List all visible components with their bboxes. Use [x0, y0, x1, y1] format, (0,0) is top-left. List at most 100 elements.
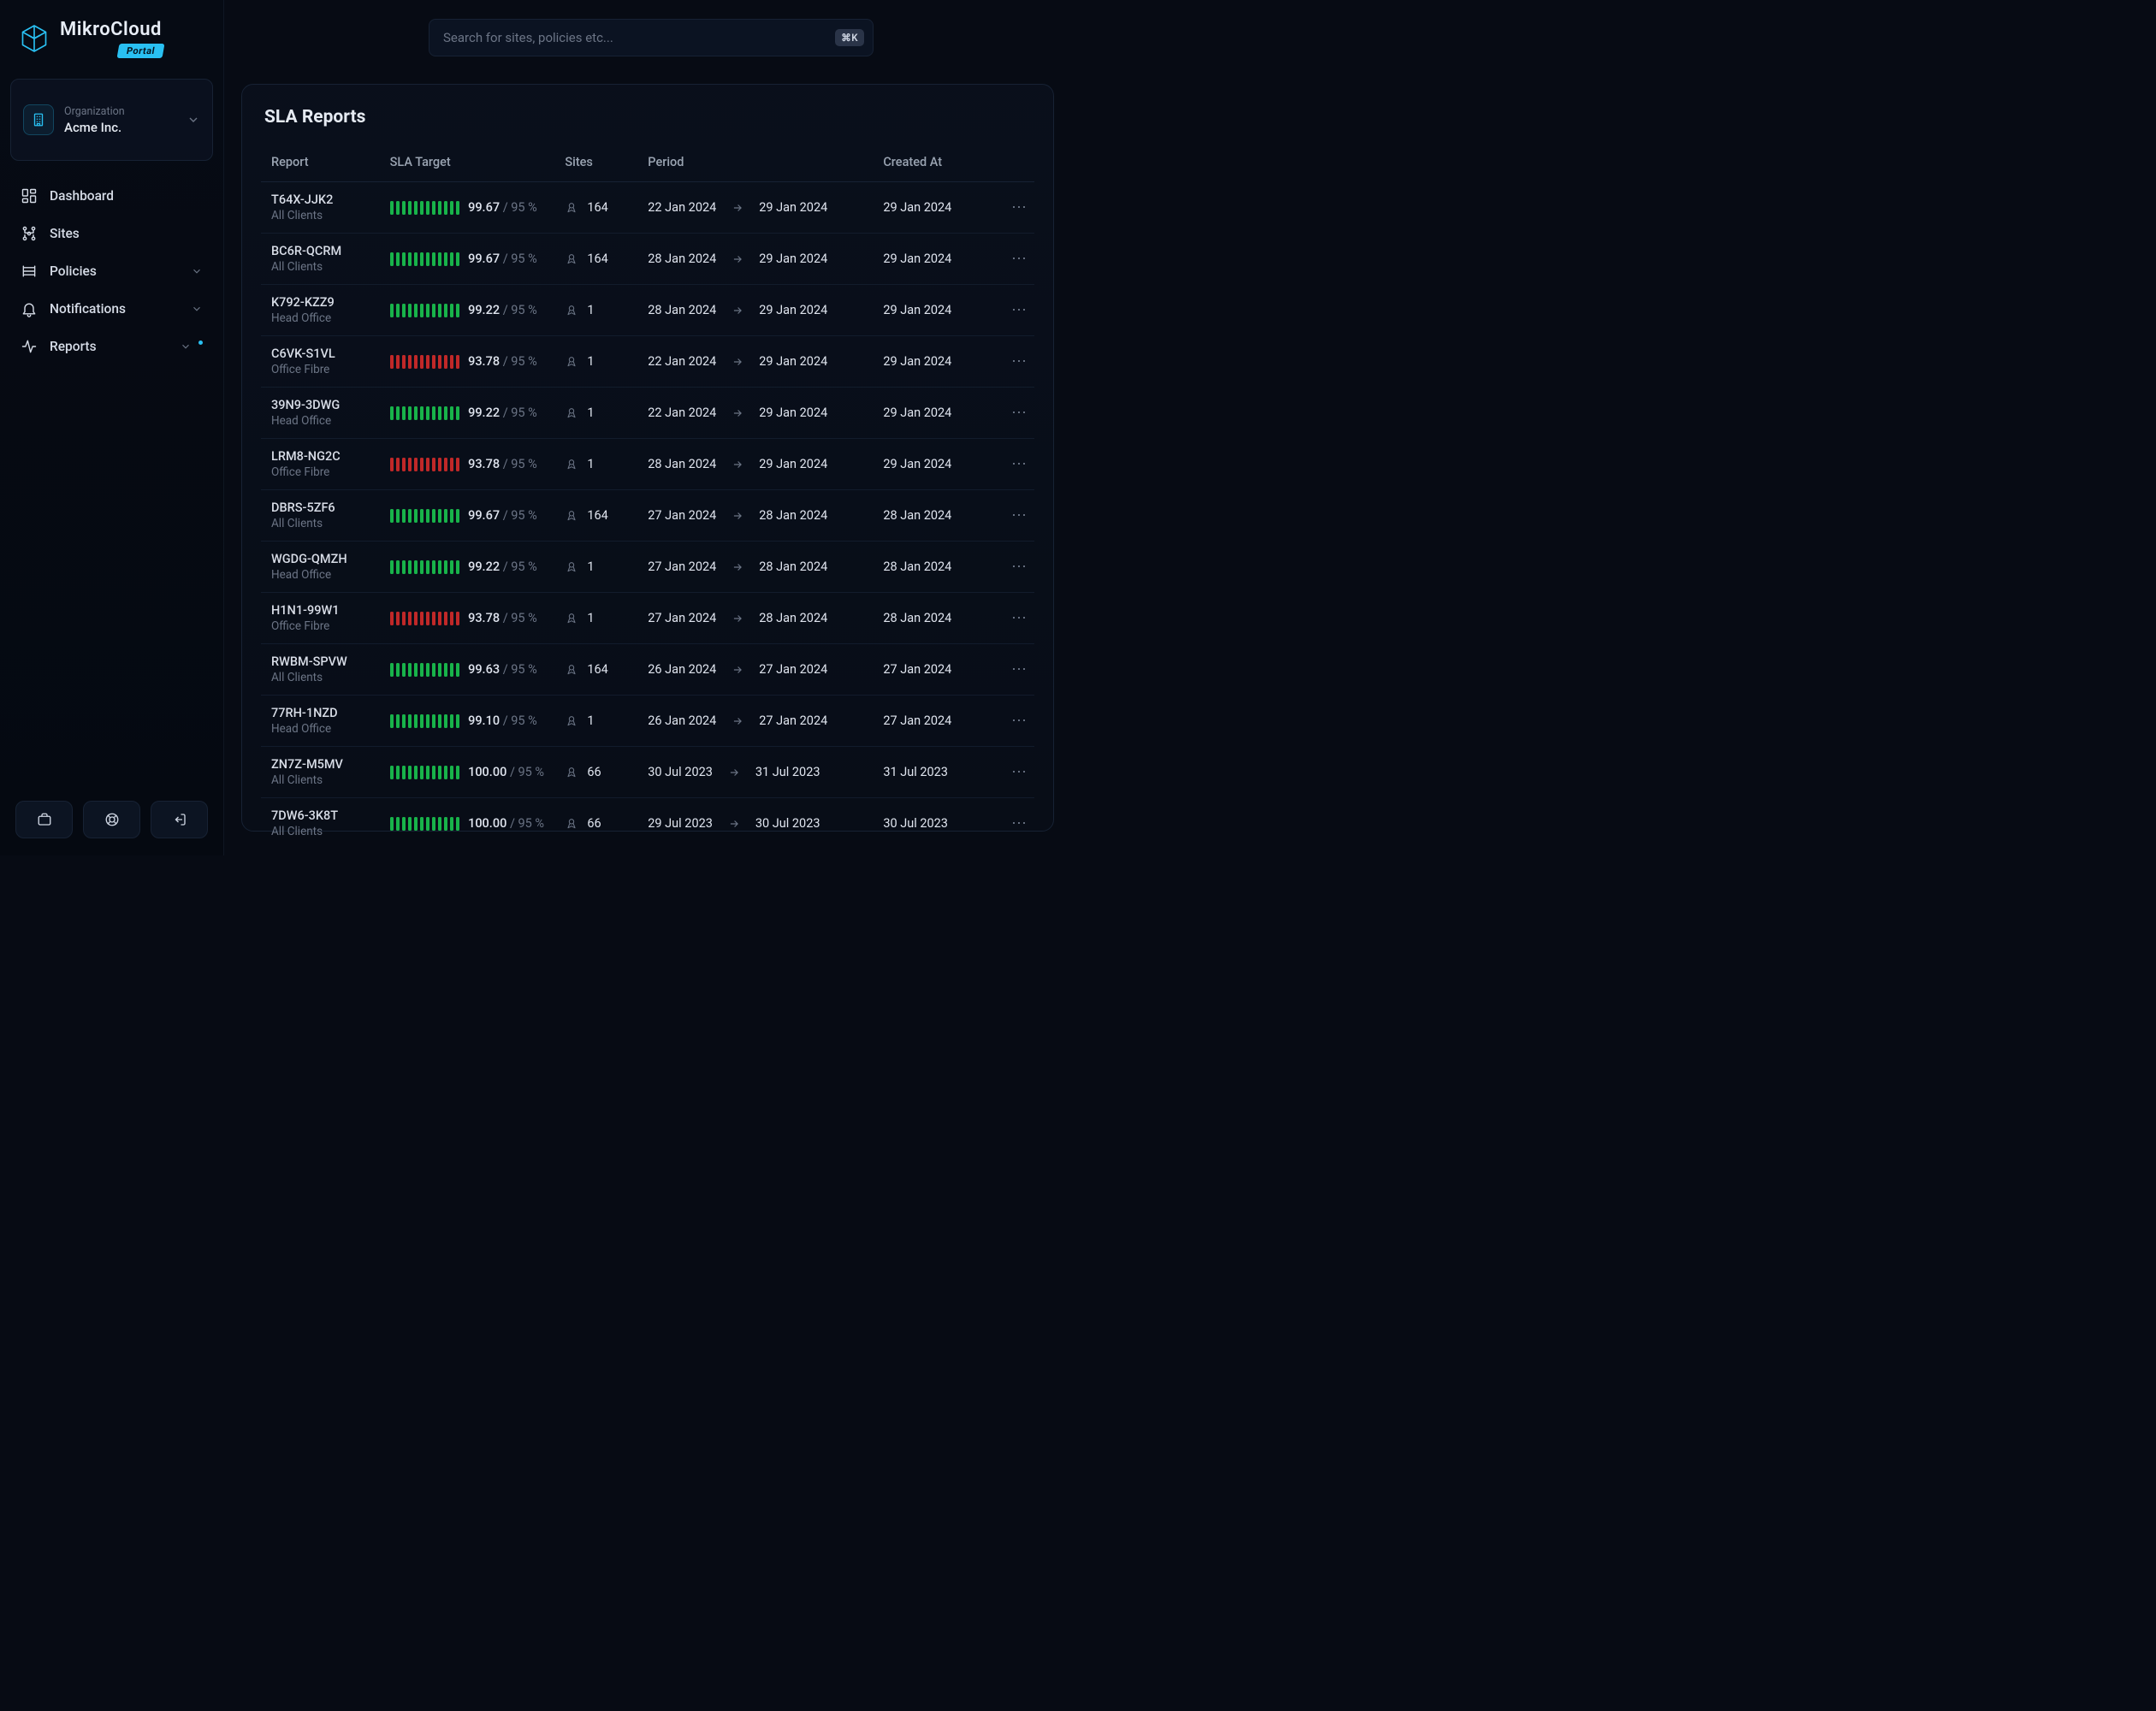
- org-label: Organization: [64, 105, 125, 118]
- report-scope: Head Office: [271, 414, 376, 428]
- row-actions[interactable]: ⋯: [1000, 439, 1034, 490]
- row-actions[interactable]: ⋯: [1000, 696, 1034, 747]
- sla-value: 100.00: [468, 816, 506, 831]
- sites-count: 164: [587, 662, 607, 677]
- table-row[interactable]: K792-KZZ9 Head Office 99.22 / 95 % 1 28 …: [261, 285, 1034, 336]
- nav-item-dashboard[interactable]: Dashboard: [9, 178, 215, 214]
- table-row[interactable]: BC6R-QCRM All Clients 99.67 / 95 % 164 2…: [261, 234, 1034, 285]
- org-name: Acme Inc.: [64, 120, 125, 135]
- period-to: 29 Jan 2024: [759, 303, 827, 317]
- sites-count: 1: [587, 354, 594, 369]
- sla-value: 99.22: [468, 303, 500, 317]
- logout-button[interactable]: [151, 801, 208, 838]
- row-actions[interactable]: ⋯: [1000, 388, 1034, 439]
- sla-bars: [390, 355, 460, 369]
- arrow-right-icon: [732, 715, 743, 727]
- period-to: 31 Jul 2023: [755, 765, 820, 779]
- sites-count: 1: [587, 713, 594, 728]
- medal-icon: [565, 509, 578, 523]
- report-scope: Head Office: [271, 568, 376, 582]
- period-to: 29 Jan 2024: [759, 252, 827, 266]
- created-at: 28 Jan 2024: [876, 593, 1000, 644]
- sla-value: 99.67: [468, 508, 500, 523]
- nav-label: Sites: [50, 226, 80, 241]
- brand[interactable]: MikroCloud Portal: [0, 0, 223, 67]
- row-actions[interactable]: ⋯: [1000, 336, 1034, 388]
- arrow-right-icon: [732, 561, 743, 573]
- org-switcher[interactable]: Organization Acme Inc.: [10, 79, 213, 161]
- row-actions[interactable]: ⋯: [1000, 234, 1034, 285]
- period-to: 30 Jul 2023: [755, 816, 820, 831]
- table-row[interactable]: WGDG-QMZH Head Office 99.22 / 95 % 1 27 …: [261, 542, 1034, 593]
- logo-icon: [19, 23, 50, 54]
- briefcase-button[interactable]: [15, 801, 73, 838]
- period-to: 27 Jan 2024: [759, 713, 827, 728]
- support-button[interactable]: [83, 801, 140, 838]
- building-icon: [23, 104, 54, 135]
- row-actions[interactable]: ⋯: [1000, 285, 1034, 336]
- report-id: 7DW6-3K8T: [271, 808, 376, 823]
- col-period: Period: [641, 146, 876, 182]
- row-actions[interactable]: ⋯: [1000, 182, 1034, 234]
- chevron-down-icon: [180, 340, 192, 352]
- table-row[interactable]: C6VK-S1VL Office Fibre 93.78 / 95 % 1 22…: [261, 336, 1034, 388]
- sla-target: / 95 %: [503, 457, 537, 471]
- created-at: 28 Jan 2024: [876, 542, 1000, 593]
- sla-target: / 95 %: [503, 662, 537, 677]
- sla-target: / 95 %: [510, 765, 544, 779]
- sla-value: 99.10: [468, 713, 500, 728]
- search-input[interactable]: [443, 30, 826, 45]
- arrow-right-icon: [732, 664, 743, 676]
- arrow-right-icon: [728, 818, 740, 830]
- report-scope: Head Office: [271, 722, 376, 736]
- table-row[interactable]: 7DW6-3K8T All Clients 100.00 / 95 % 66 2…: [261, 798, 1034, 850]
- nav-item-notifications[interactable]: Notifications: [9, 291, 215, 327]
- table-row[interactable]: H1N1-99W1 Office Fibre 93.78 / 95 % 1 27…: [261, 593, 1034, 644]
- table-row[interactable]: T64X-JJK2 All Clients 99.67 / 95 % 164 2…: [261, 182, 1034, 234]
- created-at: 29 Jan 2024: [876, 182, 1000, 234]
- period-to: 29 Jan 2024: [759, 354, 827, 369]
- sla-target: / 95 %: [503, 611, 537, 625]
- nav-label: Policies: [50, 263, 97, 279]
- row-actions[interactable]: ⋯: [1000, 593, 1034, 644]
- nav-item-reports[interactable]: Reports: [9, 329, 215, 364]
- row-actions[interactable]: ⋯: [1000, 644, 1034, 696]
- report-scope: All Clients: [271, 773, 376, 787]
- search-box[interactable]: ⌘K: [429, 19, 874, 56]
- policies-icon: [21, 263, 38, 280]
- report-scope: All Clients: [271, 671, 376, 684]
- row-actions[interactable]: ⋯: [1000, 490, 1034, 542]
- arrow-right-icon: [732, 510, 743, 522]
- period-from: 28 Jan 2024: [648, 252, 716, 266]
- nav-item-sites[interactable]: Sites: [9, 216, 215, 252]
- sla-bars: [390, 714, 460, 728]
- table-row[interactable]: RWBM-SPVW All Clients 99.63 / 95 % 164 2…: [261, 644, 1034, 696]
- report-scope: All Clients: [271, 260, 376, 274]
- brand-badge: Portal: [116, 44, 164, 58]
- activity-icon: [21, 338, 38, 355]
- sla-bars: [390, 509, 460, 523]
- report-scope: Office Fibre: [271, 465, 376, 479]
- row-actions[interactable]: ⋯: [1000, 542, 1034, 593]
- table-row[interactable]: 77RH-1NZD Head Office 99.10 / 95 % 1 26 …: [261, 696, 1034, 747]
- sla-bars: [390, 252, 460, 266]
- medal-icon: [565, 817, 578, 831]
- table-row[interactable]: ZN7Z-M5MV All Clients 100.00 / 95 % 66 3…: [261, 747, 1034, 798]
- nav: Dashboard Sites Policies Notifications R…: [0, 176, 223, 366]
- table-row[interactable]: LRM8-NG2C Office Fibre 93.78 / 95 % 1 28…: [261, 439, 1034, 490]
- row-actions[interactable]: ⋯: [1000, 798, 1034, 850]
- nav-item-policies[interactable]: Policies: [9, 253, 215, 289]
- search-shortcut: ⌘K: [835, 29, 864, 46]
- sla-value: 99.67: [468, 252, 500, 266]
- table-row[interactable]: 39N9-3DWG Head Office 99.22 / 95 % 1 22 …: [261, 388, 1034, 439]
- period-from: 30 Jul 2023: [648, 765, 713, 779]
- sites-count: 164: [587, 252, 607, 266]
- table-row[interactable]: DBRS-5ZF6 All Clients 99.67 / 95 % 164 2…: [261, 490, 1034, 542]
- report-id: T64X-JJK2: [271, 192, 376, 207]
- period-from: 27 Jan 2024: [648, 508, 716, 523]
- arrow-right-icon: [732, 202, 743, 214]
- row-actions[interactable]: ⋯: [1000, 747, 1034, 798]
- report-id: WGDG-QMZH: [271, 552, 376, 566]
- sla-target: / 95 %: [503, 559, 537, 574]
- sla-bars: [390, 663, 460, 677]
